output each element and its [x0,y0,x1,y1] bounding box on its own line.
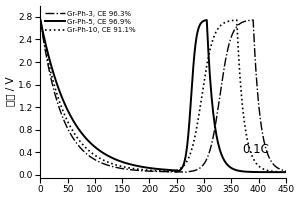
Gr-Ph-5, CE 96.9% [187,133,190,136]
Gr-Ph-3, CE 96.3% [240,21,244,24]
Line: Gr-Ph-3, CE 96.3%: Gr-Ph-3, CE 96.3% [40,20,286,172]
Gr-Ph-5, CE 96.9% [85,138,88,140]
Gr-Ph-3, CE 96.3% [262,140,266,143]
Line: Gr-Ph-5, CE 96.9%: Gr-Ph-5, CE 96.9% [40,20,286,172]
Gr-Ph-3, CE 96.3% [245,20,248,22]
Gr-Ph-10, CE 91.1% [81,143,85,146]
Line: Gr-Ph-10, CE 91.1%: Gr-Ph-10, CE 91.1% [40,20,286,172]
Gr-Ph-10, CE 91.1% [82,144,85,147]
Gr-Ph-10, CE 91.1% [223,21,226,24]
Gr-Ph-5, CE 96.9% [38,18,42,21]
Gr-Ph-10, CE 91.1% [251,156,254,158]
Gr-Ph-3, CE 96.3% [88,155,92,158]
Gr-Ph-5, CE 96.9% [230,167,234,170]
Gr-Ph-10, CE 91.1% [38,18,42,21]
Gr-Ph-3, CE 96.3% [38,18,42,21]
Gr-Ph-10, CE 91.1% [228,20,231,22]
Gr-Ph-3, CE 96.3% [284,170,288,172]
Gr-Ph-3, CE 96.3% [88,155,91,157]
Gr-Ph-5, CE 96.9% [84,137,87,139]
Gr-Ph-3, CE 96.3% [185,171,188,173]
Gr-Ph-5, CE 96.9% [284,171,288,173]
Gr-Ph-10, CE 91.1% [194,133,197,136]
Legend: Gr-Ph-3, CE 96.3%, Gr-Ph-5, CE 96.9%, Gr-Ph-10, CE 91.1%: Gr-Ph-3, CE 96.3%, Gr-Ph-5, CE 96.9%, Gr… [44,9,137,35]
Y-axis label: 电压 / V: 电压 / V [6,77,16,106]
Gr-Ph-5, CE 96.9% [200,21,203,24]
Gr-Ph-5, CE 96.9% [202,20,205,22]
Text: 0.1C: 0.1C [242,143,269,156]
Gr-Ph-10, CE 91.1% [284,171,288,173]
Gr-Ph-3, CE 96.3% [212,132,216,134]
